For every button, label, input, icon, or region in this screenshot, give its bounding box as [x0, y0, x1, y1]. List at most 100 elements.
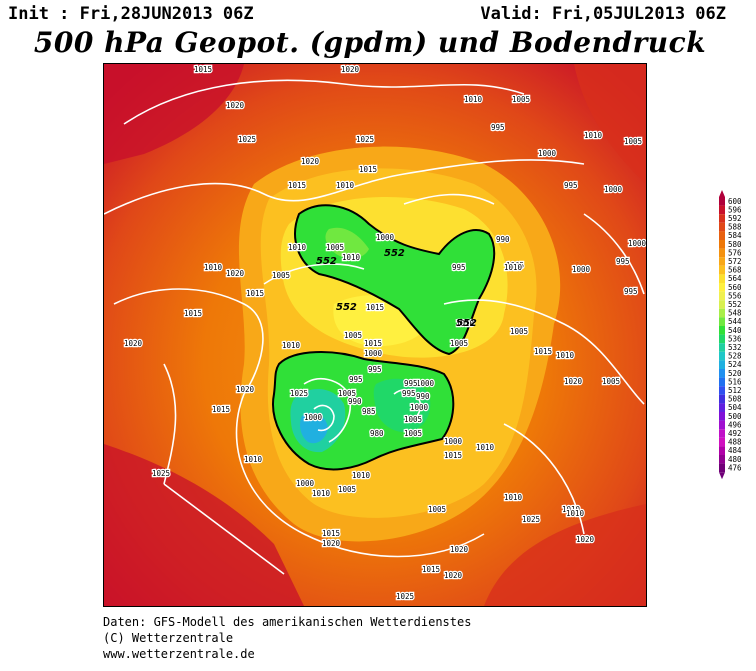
trough-region: [300, 412, 328, 444]
height-label-group: 552 552 552 552: [316, 248, 477, 329]
colorbar-level-label: 560: [728, 283, 742, 292]
isobar-label: 1015: [288, 181, 306, 190]
colorbar-swatch: [719, 394, 725, 404]
isobar-label: 995: [616, 257, 630, 266]
colorbar-swatch: [719, 343, 725, 352]
colorbar-level-label: 544: [728, 317, 742, 326]
isobar-label: 1015: [364, 339, 382, 348]
isobar-label: 1020: [564, 377, 583, 386]
colorbar-level-label: 528: [728, 352, 742, 361]
isobar-label: 1025: [356, 135, 374, 144]
isobar-label: 1005: [624, 137, 642, 146]
colorbar-swatch: [719, 291, 725, 301]
color-scale-legend: 600 596 592 588 584 580 576 572 568 564 560 556 552 5…: [716, 188, 756, 483]
isobar-label: 1005: [326, 243, 344, 252]
isobar-label: 1005: [506, 261, 524, 270]
isobar-label: 1015: [246, 289, 264, 298]
isobar-label: 1010: [566, 509, 585, 518]
isobar-label: 1010: [204, 263, 223, 272]
geopotential-height-label: 552: [384, 248, 405, 259]
trough-region: [325, 227, 369, 259]
colorbar-level-label: 496: [728, 420, 742, 429]
isobar-label: 1000: [364, 349, 383, 358]
footer-data-source: Daten: GFS-Modell des amerikanischen Wet…: [103, 615, 472, 629]
colorbar-level-label: 580: [728, 240, 742, 249]
isobar-label: 990: [496, 235, 510, 244]
colorbar-level-label: 484: [728, 446, 742, 455]
colorbar-level-label: 488: [728, 438, 742, 447]
isobar-label: 990: [416, 392, 430, 401]
geopotential-height-label: 552: [316, 256, 337, 267]
isobar-label: 1020: [124, 339, 143, 348]
isobar-label: 1010: [342, 253, 361, 262]
colorbar-level-label: 564: [728, 274, 742, 283]
high-height-region: [104, 444, 304, 606]
isobar-label: 1010: [336, 181, 355, 190]
colorbar-level-label: 520: [728, 369, 742, 378]
isobar-label: 1020: [444, 571, 463, 580]
isobar-label: 1005: [450, 339, 468, 348]
isobar-label: 1000: [376, 233, 395, 242]
colorbar-level-label: 596: [728, 205, 742, 214]
high-height-region: [574, 64, 646, 184]
isobar-label: 980: [370, 429, 384, 438]
isobar-label: 1010: [288, 243, 307, 252]
isobar-label: 1010: [456, 319, 475, 328]
colorbar-swatch: [719, 360, 725, 369]
isobar-label: 1000: [296, 479, 315, 488]
colorbar-swatch: [719, 369, 725, 378]
colorbar-level-label: 500: [728, 412, 742, 421]
colorbar-swatch: [719, 240, 725, 249]
isobar-label: 995: [452, 263, 466, 272]
isobar-label: 1010: [312, 489, 331, 498]
colorbar-level-label: 548: [728, 309, 742, 318]
isobar-label: 1020: [341, 65, 360, 74]
colorbar-swatch: [719, 222, 725, 232]
isobar-label: 1005: [404, 429, 422, 438]
colorbar-swatch: [719, 455, 725, 464]
isobar-label: 1010: [464, 95, 483, 104]
isobar-label: 1005: [512, 95, 530, 104]
colorbar-level-label: 588: [728, 223, 742, 232]
colorbar-level-label: 568: [728, 266, 742, 275]
colorbar-top-arrow: [719, 190, 725, 197]
colorbar-swatch: [719, 248, 725, 258]
colorbar-level-label: 508: [728, 395, 742, 404]
trough-region: [373, 378, 431, 433]
isobar-label: 995: [402, 389, 416, 398]
geopotential-height-label: 552: [456, 318, 477, 329]
colorbar-swatch: [719, 317, 725, 326]
geopotential-height-label: 552: [336, 302, 357, 313]
isobar-label: 1010: [504, 263, 523, 272]
colorbar-swatch: [719, 377, 725, 387]
isobar-lines: [104, 79, 645, 575]
isobar-label: 1010: [282, 341, 301, 350]
isobar-label: 995: [624, 287, 638, 296]
isobar-label: 1015: [212, 405, 230, 414]
colorbar-level-label: 572: [728, 257, 742, 266]
isobar-label: 1015: [184, 309, 202, 318]
isobar-label: 1020: [301, 157, 320, 166]
isobar-label: 1010: [244, 455, 263, 464]
colorbar-swatch: [719, 403, 725, 412]
isobar-label: 1000: [304, 413, 323, 422]
data-source-footer: Daten: GFS-Modell des amerikanischen Wet…: [103, 614, 471, 662]
colorbar-level-label: 492: [728, 429, 742, 438]
isobar-label: 1025: [238, 135, 256, 144]
isobar-label: 1000: [410, 403, 429, 412]
colorbar-level-label: 556: [728, 291, 742, 300]
isobar-label: 1000: [444, 437, 463, 446]
isobar-label: 1015: [422, 565, 440, 574]
colorbar-swatch: [719, 231, 725, 240]
isobar-label: 1000: [628, 239, 646, 248]
colorbar-level-label: 600: [728, 197, 742, 206]
isobar-label: 995: [404, 379, 418, 388]
colorbar-swatch: [719, 437, 725, 447]
colorbar-swatch: [719, 420, 725, 430]
isobar-label: 1015: [322, 529, 340, 538]
valid-time-label: Valid: Fri,05JUL2013 06Z: [480, 4, 726, 24]
colorbar-swatch: [719, 351, 725, 361]
isobar-label: 985: [362, 407, 376, 416]
footer-website: www.wetterzentrale.de: [103, 647, 255, 661]
